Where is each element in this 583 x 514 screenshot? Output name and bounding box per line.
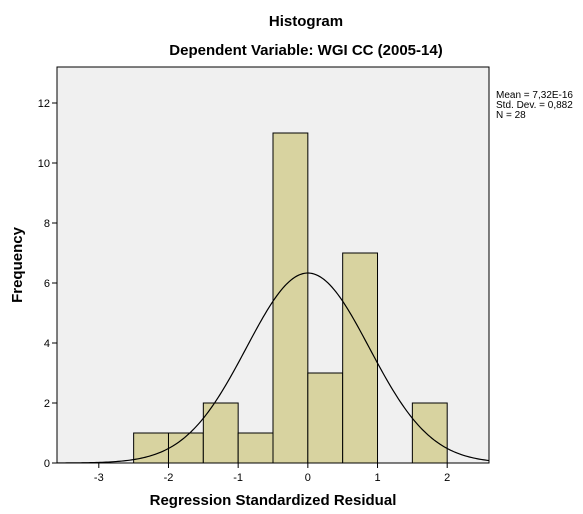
histogram-bar-5 xyxy=(307,372,344,464)
x-tick-label-0: 0 xyxy=(305,472,311,484)
stats-mean: Mean = 7,32E-16 xyxy=(496,90,573,101)
x-tick-label-2: 2 xyxy=(444,472,450,484)
x-axis-label: Regression Standardized Residual xyxy=(150,492,397,509)
y-tick-label-6: 6 xyxy=(44,278,50,290)
y-tick-label-12: 12 xyxy=(38,98,50,110)
histogram-bar-8 xyxy=(411,402,448,464)
y-tick-label-2: 2 xyxy=(44,398,50,410)
y-tick-label-8: 8 xyxy=(44,218,50,230)
stats-n: N = 28 xyxy=(496,110,526,121)
x-tick-label--3: -3 xyxy=(94,472,104,484)
curve-layer xyxy=(57,272,490,464)
histogram-bar-4 xyxy=(272,132,309,464)
x-axis: -3 -2 -1 0 1 2 xyxy=(94,463,450,484)
normal-curve xyxy=(57,272,490,464)
x-tick-label-1: 1 xyxy=(374,472,380,484)
x-tick-label--2: -2 xyxy=(164,472,174,484)
y-axis-label: Frequency xyxy=(9,226,26,303)
y-tick-label-0: 0 xyxy=(44,458,50,470)
histogram-bar-1 xyxy=(167,432,204,464)
histogram-bar-6 xyxy=(342,252,379,464)
y-tick-label-10: 10 xyxy=(38,158,50,170)
chart-title: Histogram xyxy=(269,13,343,30)
stats-std: Std. Dev. = 0,882 xyxy=(496,100,573,111)
y-axis: 0 2 4 6 8 10 12 xyxy=(38,98,57,470)
chart-subtitle: Dependent Variable: WGI CC (2005-14) xyxy=(169,42,442,59)
histogram-bar-3 xyxy=(237,432,274,464)
y-tick-label-4: 4 xyxy=(44,338,50,350)
x-tick-label--1: -1 xyxy=(233,472,243,484)
